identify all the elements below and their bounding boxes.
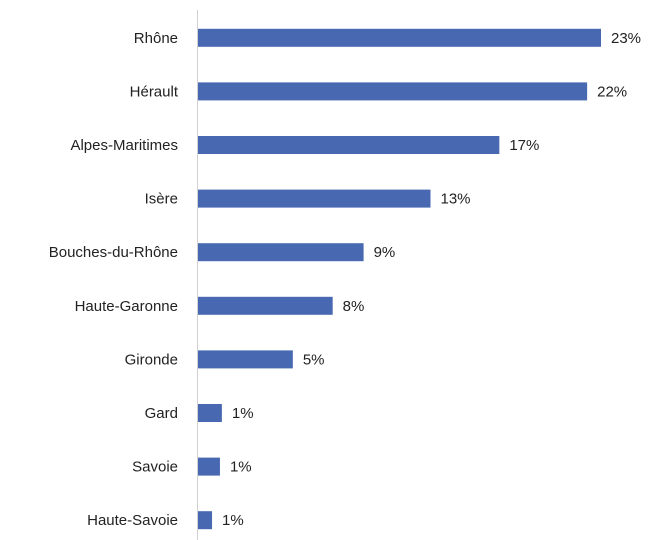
- data-label: 23%: [611, 30, 641, 47]
- bar: [198, 350, 293, 369]
- category-label: Isère: [145, 191, 178, 208]
- bar: [198, 296, 333, 315]
- category-label: Haute-Garonne: [75, 298, 178, 315]
- data-label: 5%: [303, 351, 325, 368]
- data-label: 17%: [509, 137, 539, 154]
- category-label: Haute-Savoie: [87, 512, 178, 529]
- data-label: 8%: [343, 298, 365, 315]
- data-label: 22%: [597, 83, 627, 100]
- category-label: Alpes-Maritimes: [70, 137, 178, 154]
- category-label: Hérault: [130, 83, 179, 100]
- data-label: 9%: [374, 244, 396, 261]
- bar: [198, 189, 431, 208]
- data-label: 1%: [232, 405, 254, 422]
- data-label: 1%: [222, 512, 244, 529]
- category-label: Rhône: [134, 30, 178, 47]
- category-label: Gard: [145, 405, 178, 422]
- data-label: 13%: [440, 191, 470, 208]
- bar: [198, 28, 601, 47]
- category-label: Gironde: [125, 351, 178, 368]
- category-label: Bouches-du-Rhône: [49, 244, 178, 261]
- bar: [198, 243, 364, 262]
- bar: [198, 457, 220, 476]
- category-label: Savoie: [132, 459, 178, 476]
- data-label: 1%: [230, 459, 252, 476]
- bar: [198, 82, 588, 101]
- bar: [198, 511, 213, 530]
- bar: [198, 136, 500, 154]
- bar: [198, 404, 222, 422]
